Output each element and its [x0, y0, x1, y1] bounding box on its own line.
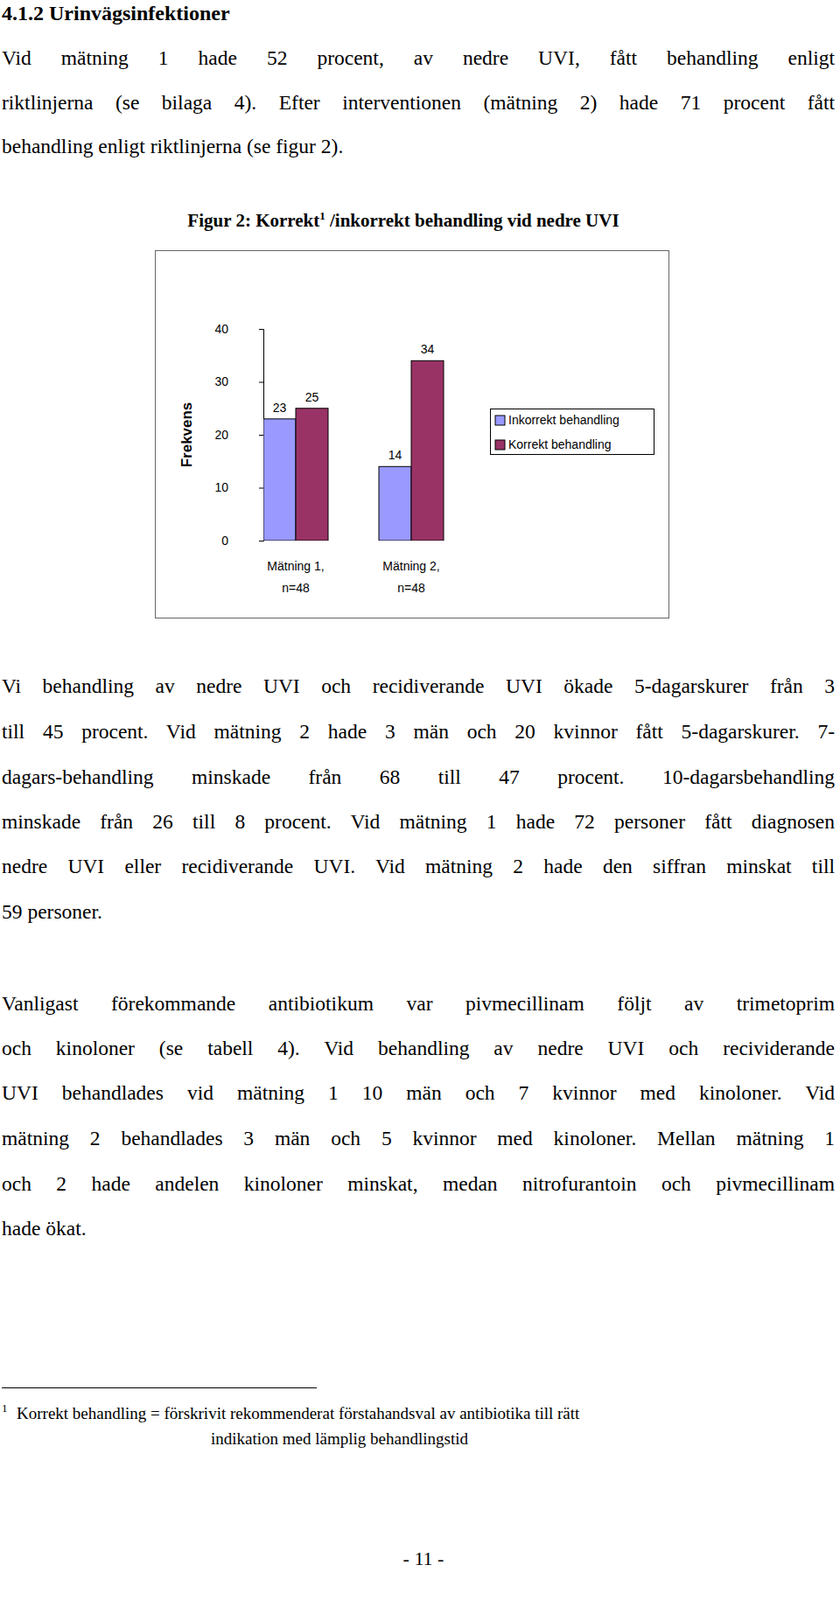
- chart-svg: 010203040Frekvens23142534Mätning 1,n=48M…: [0, 0, 840, 1600]
- data-label: 23: [273, 400, 287, 415]
- chart-frame: [155, 251, 670, 619]
- y-axis-line: [259, 329, 265, 542]
- body-text-line: UVI behandlades vid mätning 1 10 män och…: [1, 1079, 835, 1106]
- y-tick-label: 0: [221, 533, 229, 548]
- figure-title-text: /inkorrekt behandling vid nedre UVI: [325, 210, 620, 231]
- y-tick: 0: [221, 533, 264, 548]
- body-text-line: till 45 procent. Vid mätning 2 hade 3 mä…: [1, 718, 835, 745]
- y-axis-title: Frekvens: [178, 402, 196, 469]
- body-text-line: och 2 hade andelen kinoloner minskat, me…: [1, 1170, 835, 1197]
- legend-swatch: [495, 415, 505, 426]
- data-label: 25: [305, 390, 320, 405]
- footnote-rule: [1, 1387, 317, 1389]
- y-axis: 0 10 20 30 40: [214, 322, 264, 548]
- x-tick-label: Mätning 2,n=48: [382, 559, 440, 595]
- body-text-line: 59 personer.: [1, 898, 835, 925]
- footnote-text: indikation med lämplig behandlingstid: [210, 1428, 469, 1450]
- legend-box: [490, 409, 655, 455]
- y-tick-label: 10: [214, 480, 229, 495]
- legend-swatch: [495, 440, 505, 450]
- figure-title-text: Figur 2: Korrekt: [187, 210, 320, 231]
- bar: [295, 408, 329, 541]
- y-tick-label: 40: [214, 322, 229, 336]
- body-text-line: Vanligast förekommande antibiotikum var …: [1, 990, 835, 1017]
- bar: [411, 360, 444, 541]
- data-label: 34: [420, 342, 435, 357]
- body-text-line: nedre UVI eller recidiverande UVI. Vid m…: [1, 853, 835, 880]
- data-label: 14: [388, 448, 403, 462]
- y-tick: 10: [214, 480, 264, 495]
- y-tick: 30: [214, 374, 264, 389]
- y-tick-label: 20: [214, 427, 229, 442]
- x-tick-label: Mätning 1,n=48: [266, 559, 324, 595]
- body-text-line: mätning 2 behandlades 3 män och 5 kvinno…: [1, 1125, 835, 1152]
- y-tick: 40: [214, 322, 264, 336]
- legend-label: Korrekt behandling: [508, 437, 612, 452]
- legend: Inkorrekt behandling Korrekt behandling: [490, 409, 655, 455]
- body-text-line: och kinoloner (se tabell 4). Vid behandl…: [1, 1035, 835, 1062]
- body-text-line: Vi behandling av nedre UVI och recidiver…: [1, 672, 835, 700]
- page-number: - 11 -: [336, 1546, 511, 1573]
- y-tick-mark: [259, 329, 264, 330]
- y-tick-mark: [259, 382, 264, 384]
- footnote-ref: 1: [319, 209, 326, 223]
- y-tick-mark: [259, 488, 264, 490]
- body-text-line: behandling enligt riktlinjerna (se figur…: [1, 133, 835, 160]
- data-labels: 23 14 25 34: [273, 342, 435, 462]
- bars: [263, 360, 444, 541]
- body-text-line: minskade från 26 till 8 procent. Vid mät…: [1, 808, 835, 835]
- y-tick-mark: [259, 434, 264, 436]
- legend-label: Inkorrekt behandling: [508, 413, 620, 427]
- bar: [263, 419, 296, 541]
- body-text-line: hade ökat.: [1, 1215, 835, 1242]
- footnote-text: Korrekt behandling = förskrivit rekommen…: [16, 1403, 580, 1425]
- body-text-line: dagars-behandling minskade från 68 till …: [1, 763, 835, 791]
- x-axis: Mätning 1,n=48 Mätning 2,n=48: [266, 559, 440, 595]
- footnote-mark: 1: [1, 1398, 8, 1420]
- y-tick: 20: [214, 427, 264, 442]
- y-tick-mark: [259, 540, 264, 542]
- bar: [378, 466, 412, 541]
- body-text-line: Vid mätning 1 hade 52 procent, av nedre …: [1, 44, 835, 71]
- figure-title: Figur 2: Korrekt1 /inkorrekt behandling …: [0, 203, 807, 233]
- body-text-line: riktlinjerna (se bilaga 4). Efter interv…: [1, 89, 835, 116]
- y-tick-label: 30: [214, 374, 229, 389]
- heading: 4.1.2 Urinvägsinfektioner: [1, 0, 231, 27]
